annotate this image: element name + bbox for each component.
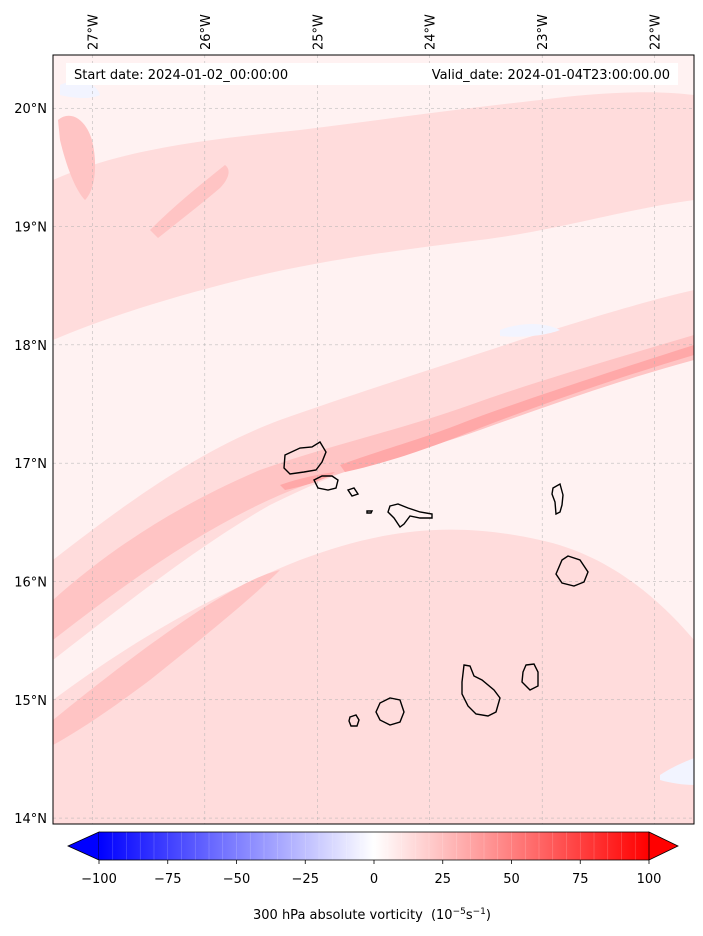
island-sao-vicente [313, 475, 339, 491]
negative-vorticity-patch-northwest [60, 81, 100, 99]
colorbar-units-end: ) [486, 908, 491, 923]
latitude-tick-labels: 14°N 15°N 16°N 17°N 18°N 19°N 20°N [14, 102, 47, 827]
island-boa-vista [555, 555, 589, 587]
latitude-tick-label: 20°N [14, 102, 47, 117]
coastlines [283, 441, 589, 727]
latitude-tick-label: 17°N [14, 457, 47, 472]
island-santiago [461, 664, 501, 717]
vorticity-band-southwest [53, 290, 694, 660]
colorbar-tick-label: −75 [154, 872, 181, 887]
negative-vorticity-patch-central [500, 324, 560, 337]
island-sao-nicolau [387, 503, 433, 529]
vorticity-region-north [53, 92, 694, 340]
colorbar-gradient [99, 832, 649, 860]
colorbar-tick-label: 25 [434, 872, 451, 887]
colorbar-tick-label: −25 [292, 872, 319, 887]
longitude-tick-label: 26°W [199, 14, 214, 50]
colorbar-tick-label: −100 [81, 872, 117, 887]
colorbar: −100 −75 −50 −25 0 25 50 75 100 300 hPa absolute… [67, 831, 679, 923]
island-branco [366, 510, 374, 514]
colorbar-title: 300 hPa absolute vorticity (10−5s−1) [253, 907, 491, 923]
colorbar-units-exp1: −5 [453, 907, 466, 917]
longitude-tick-labels: 27°W 26°W 25°W 24°W 23°W 22°W [86, 14, 663, 50]
island-santo-antao [283, 441, 327, 475]
colorbar-tick-label: −50 [223, 872, 250, 887]
latitude-tick-label: 16°N [14, 575, 47, 590]
info-box: Start date: 2024-01-02_00:00:00 Valid_da… [66, 63, 678, 85]
vorticity-streak-north [150, 165, 229, 238]
colorbar-units-mid: s [466, 908, 473, 923]
colorbar-extend-low [67, 831, 100, 861]
longitude-tick-label: 24°W [424, 14, 439, 50]
map-panel [53, 55, 694, 824]
colorbar-tick-label: 0 [370, 872, 378, 887]
island-brava [348, 714, 360, 727]
colorbar-title-text: 300 hPa absolute vorticity [253, 908, 423, 923]
vorticity-streak-northwest [58, 115, 96, 200]
colorbar-steps [112, 832, 636, 860]
valid-date-label: Valid_date: 2024-01-04T23:00:00.00 [432, 68, 670, 83]
longitude-tick-label: 23°W [536, 14, 551, 50]
island-fogo [375, 697, 405, 726]
island-maio [521, 663, 539, 691]
island-santa-luzia [346, 487, 360, 497]
vorticity-streak-west [53, 570, 280, 745]
colorbar-tick-label: 50 [503, 872, 520, 887]
colorbar-tick-label: 100 [637, 872, 662, 887]
colorbar-tick-label: 75 [572, 872, 589, 887]
longitude-tick-label: 22°W [649, 14, 664, 50]
gridlines [53, 55, 694, 824]
latitude-tick-label: 14°N [14, 812, 47, 827]
island-sal [551, 482, 564, 516]
start-date-label: Start date: 2024-01-02_00:00:00 [74, 68, 288, 83]
longitude-tick-label: 27°W [86, 14, 101, 50]
latitude-tick-label: 18°N [14, 339, 47, 354]
vorticity-band-main [53, 335, 694, 640]
colorbar-extend-high [648, 831, 679, 861]
longitude-tick-label: 25°W [311, 14, 326, 50]
vorticity-core-jet [340, 345, 694, 472]
colorbar-units-base: (10 [431, 908, 453, 923]
negative-vorticity-patch-southeast [660, 758, 694, 785]
map-frame [52, 54, 695, 825]
colorbar-tick-labels: −100 −75 −50 −25 0 25 50 75 100 [81, 860, 661, 887]
latitude-tick-label: 15°N [14, 694, 47, 709]
latitude-tick-label: 19°N [14, 221, 47, 236]
info-box-background [66, 63, 678, 85]
colorbar-units-exp2: −1 [473, 907, 486, 917]
